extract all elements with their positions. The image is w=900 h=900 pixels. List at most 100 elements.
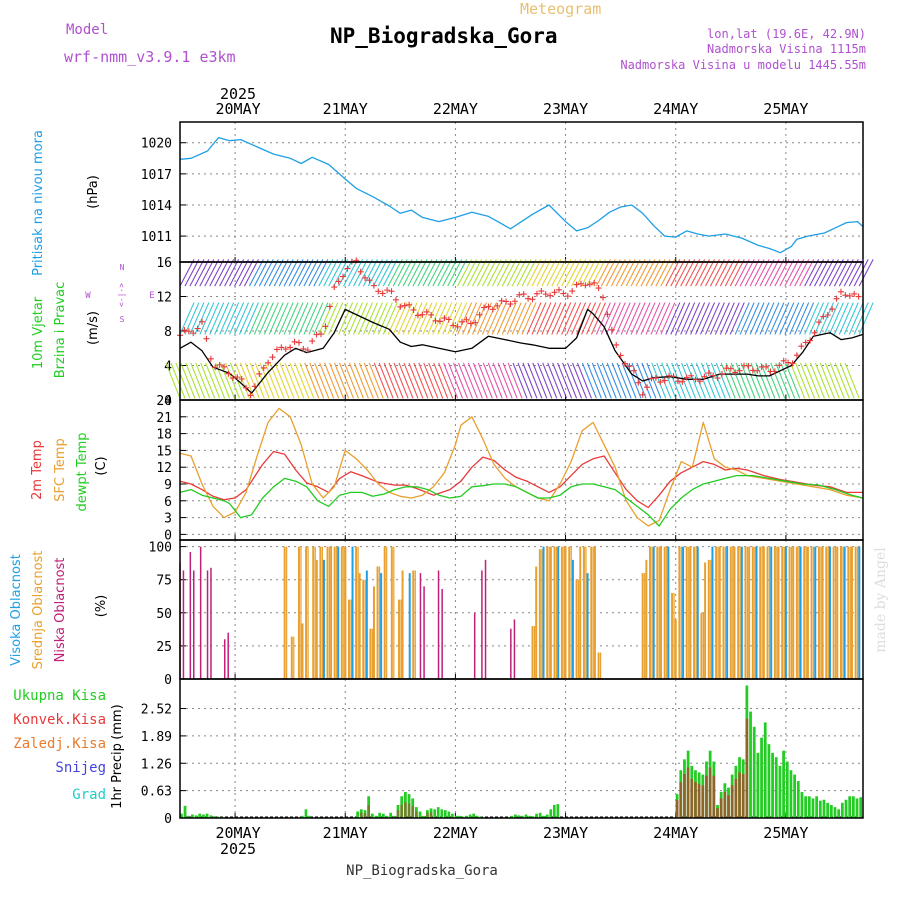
precip-bar-convective: [712, 775, 716, 818]
gust-marker: [331, 284, 338, 291]
model-label: Model: [66, 22, 108, 38]
gust-marker: [763, 363, 770, 370]
precip-bar: [514, 814, 517, 818]
wind-barb: [205, 362, 221, 399]
y-tick-label: 6: [164, 495, 172, 510]
wind-barb: [180, 362, 196, 399]
wind-barb: [506, 259, 522, 287]
gust-marker: [608, 326, 615, 333]
precip-bar: [374, 815, 378, 818]
wind-barb: [199, 302, 215, 335]
wind-barb: [665, 302, 681, 335]
gust-marker: [392, 296, 399, 303]
wind-barb: [536, 302, 552, 335]
panel-border: [179, 678, 864, 819]
gust-marker: [802, 339, 809, 346]
wind-barb: [402, 302, 418, 335]
y-tick-label: 2.52: [141, 703, 172, 718]
wind-barb: [853, 302, 869, 335]
precip-bar-convective: [403, 802, 407, 818]
wind-barb: [412, 302, 428, 335]
gust-marker: [824, 311, 831, 318]
gust-marker: [370, 282, 377, 289]
compass-north: N: [120, 263, 125, 272]
precip-bar-convective: [745, 718, 749, 818]
wind-barb: [170, 362, 186, 399]
wind-barb: [625, 259, 641, 287]
wind-barb: [348, 259, 364, 287]
precip-bar: [436, 807, 440, 818]
wind-barb: [288, 259, 304, 287]
footer-station: NP_Biogradska_Gora: [346, 863, 498, 879]
gust-marker: [419, 311, 426, 318]
meteogram-label: Meteogram: [520, 0, 601, 18]
bottom-date-label: 25MAY: [763, 824, 808, 842]
precip-bar: [198, 813, 202, 818]
wind-barb: [303, 302, 319, 335]
wind-barb: [248, 259, 264, 287]
pressure-title: Pritisak na nivou mora: [31, 130, 46, 276]
gust-marker: [384, 287, 391, 294]
wind-barb: [651, 362, 667, 399]
wind-barb: [309, 362, 325, 399]
gust-marker: [754, 367, 761, 374]
wind-barb: [432, 259, 448, 287]
precip-bar: [443, 810, 447, 818]
wind-barb: [457, 362, 473, 399]
y-tick-label: 1.26: [141, 757, 172, 772]
wind-barb: [655, 302, 671, 335]
wind-barb: [367, 259, 383, 287]
wind-barb: [799, 302, 815, 335]
wind-barb: [234, 362, 250, 399]
y-tick-label: 0: [164, 673, 172, 688]
wind-barb: [283, 259, 299, 287]
bottom-date-label: 20MAY: [216, 824, 261, 842]
wind-barb: [362, 302, 378, 335]
wind-barb: [709, 302, 725, 335]
wind-barb: [244, 362, 260, 399]
precip-bar: [800, 791, 804, 818]
wind-barb: [367, 302, 383, 335]
year-top: 2025: [220, 85, 256, 103]
wind-barb: [527, 362, 543, 399]
precip-bar: [851, 796, 855, 818]
wind-barb: [630, 302, 646, 335]
gust-marker: [551, 289, 558, 296]
wind-barb: [714, 302, 730, 335]
wind-barb: [373, 362, 389, 399]
wind-barb: [590, 302, 606, 335]
wind-barb: [532, 362, 548, 399]
wind-barb: [314, 362, 330, 399]
precip-bar: [855, 798, 859, 818]
wind-barb: [368, 362, 384, 399]
wind-barb: [809, 362, 825, 399]
gust-marker: [793, 352, 800, 359]
wind-barb: [709, 259, 725, 287]
gust-marker: [401, 302, 408, 309]
precip-bar: [308, 815, 311, 818]
wind-barb: [848, 302, 864, 335]
top-date-label: 20MAY: [216, 100, 261, 118]
compass-east: E: [149, 291, 154, 301]
wind-barb: [551, 259, 567, 287]
wind-barb: [448, 362, 464, 399]
wind-barb: [417, 302, 433, 335]
gust-marker: [696, 378, 703, 385]
gust-marker: [692, 376, 699, 383]
precip-bar: [829, 804, 833, 818]
gust-marker: [450, 322, 457, 329]
watermark: made by Angel: [873, 547, 889, 653]
wind-speed-line: [179, 308, 864, 394]
wind-barb: [650, 259, 666, 287]
top-date-label: 23MAY: [543, 100, 588, 118]
gust-marker: [683, 374, 690, 381]
wind-barb: [794, 302, 810, 335]
wind-barb: [358, 362, 374, 399]
wind-barb: [537, 362, 553, 399]
precip-bar-convective: [730, 785, 734, 818]
wind-barb: [268, 302, 284, 335]
gust-marker: [807, 337, 814, 344]
gust-marker: [833, 295, 840, 302]
gust-marker: [718, 370, 725, 377]
